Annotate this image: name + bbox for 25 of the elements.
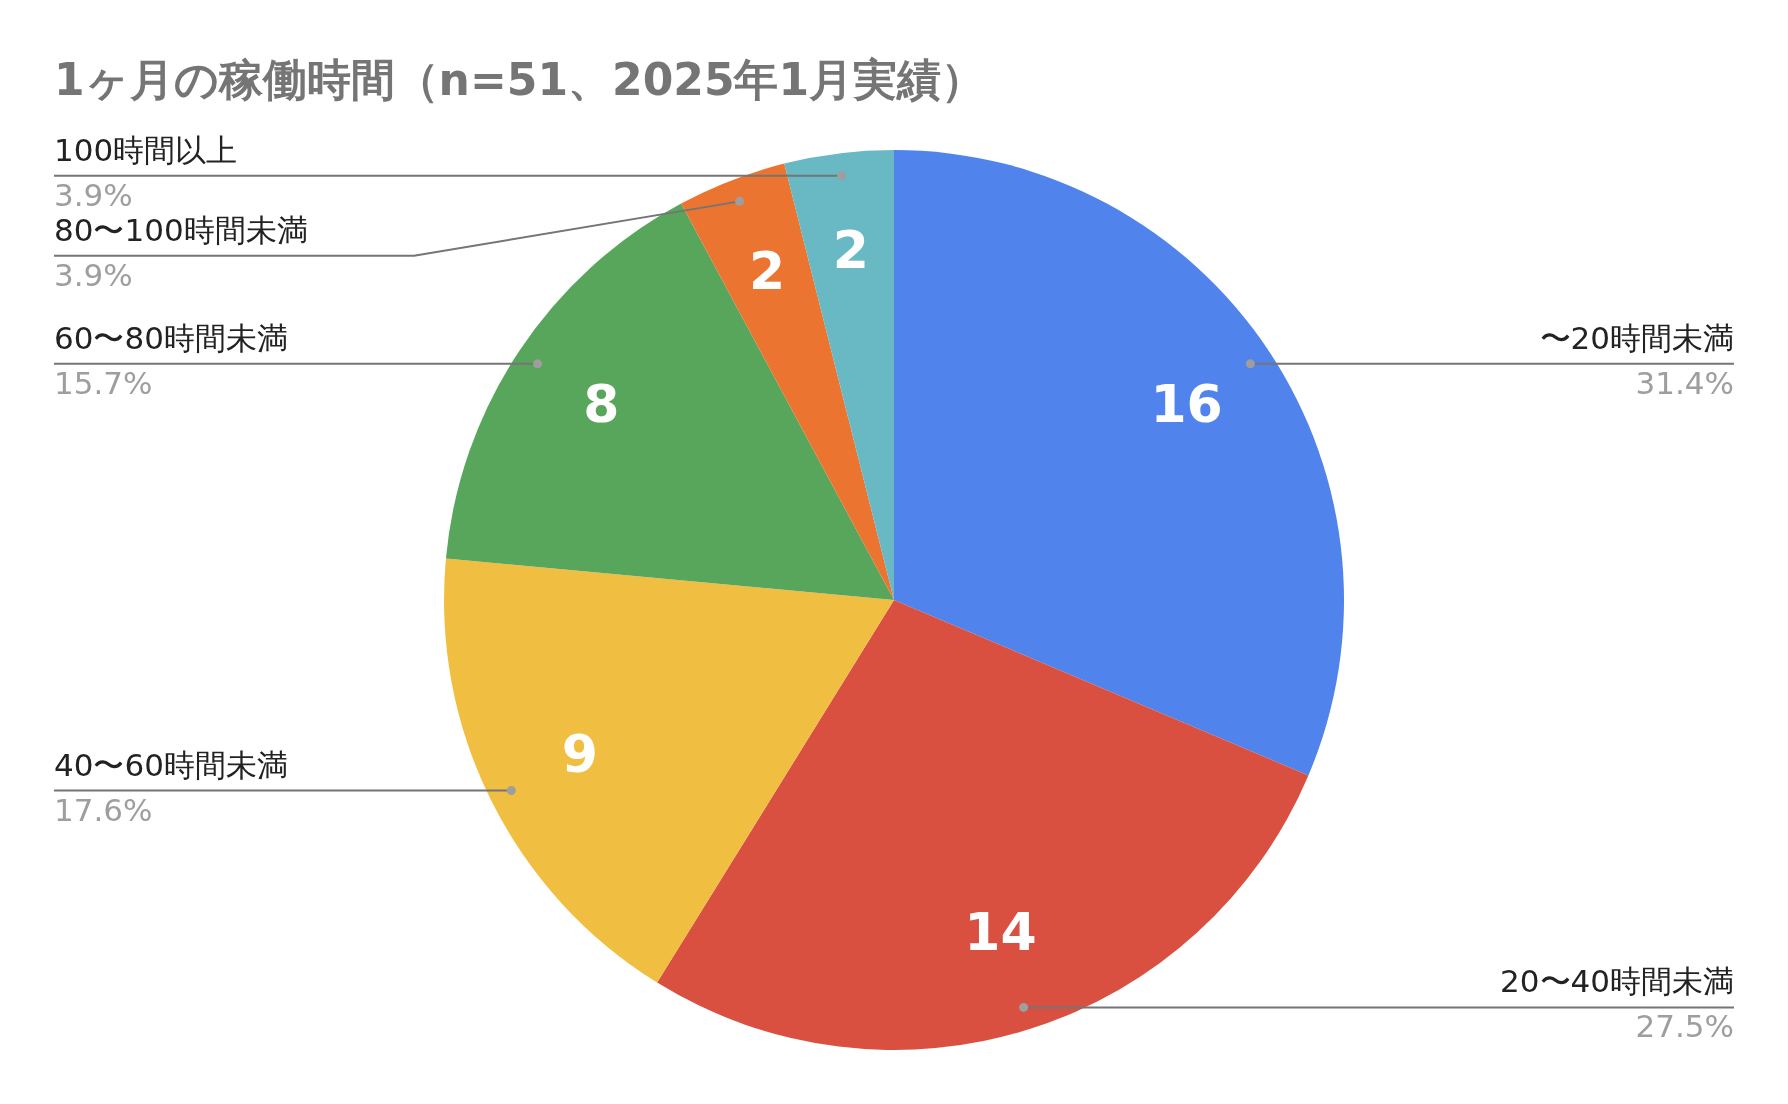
slice-label: 40〜60時間未満 — [54, 746, 288, 783]
pie-slice — [657, 600, 1309, 1050]
slice-label: 20〜40時間未満 — [1500, 963, 1734, 1000]
text: 17.6% — [54, 791, 153, 828]
data-label: 2 — [749, 240, 786, 301]
pie-slice — [445, 203, 894, 600]
pie-slice — [784, 150, 894, 600]
pie-slice — [444, 558, 894, 983]
text: 3.9% — [54, 176, 133, 213]
slice-label: 100時間以上 — [54, 131, 238, 168]
data-label: 9 — [561, 724, 598, 785]
data-label: 2 — [832, 219, 869, 280]
text: 3.9% — [54, 256, 133, 293]
text: 31.4% — [1635, 364, 1734, 401]
slice-label: 〜20時間未満 — [1539, 319, 1734, 356]
chart-title: 1ヶ月の稼働時間（n=51、2025年1月実績） — [54, 54, 986, 105]
text: 27.5% — [1635, 1008, 1734, 1045]
slice-label: 80〜100時間未満 — [54, 211, 308, 248]
pie-slice — [681, 163, 894, 600]
data-label: 8 — [583, 374, 620, 435]
data-label: 14 — [964, 902, 1037, 963]
data-label: 16 — [1150, 374, 1223, 435]
slice-label: 60〜80時間未満 — [54, 319, 288, 356]
pie-slice — [894, 150, 1344, 776]
text: 15.7% — [54, 364, 153, 401]
